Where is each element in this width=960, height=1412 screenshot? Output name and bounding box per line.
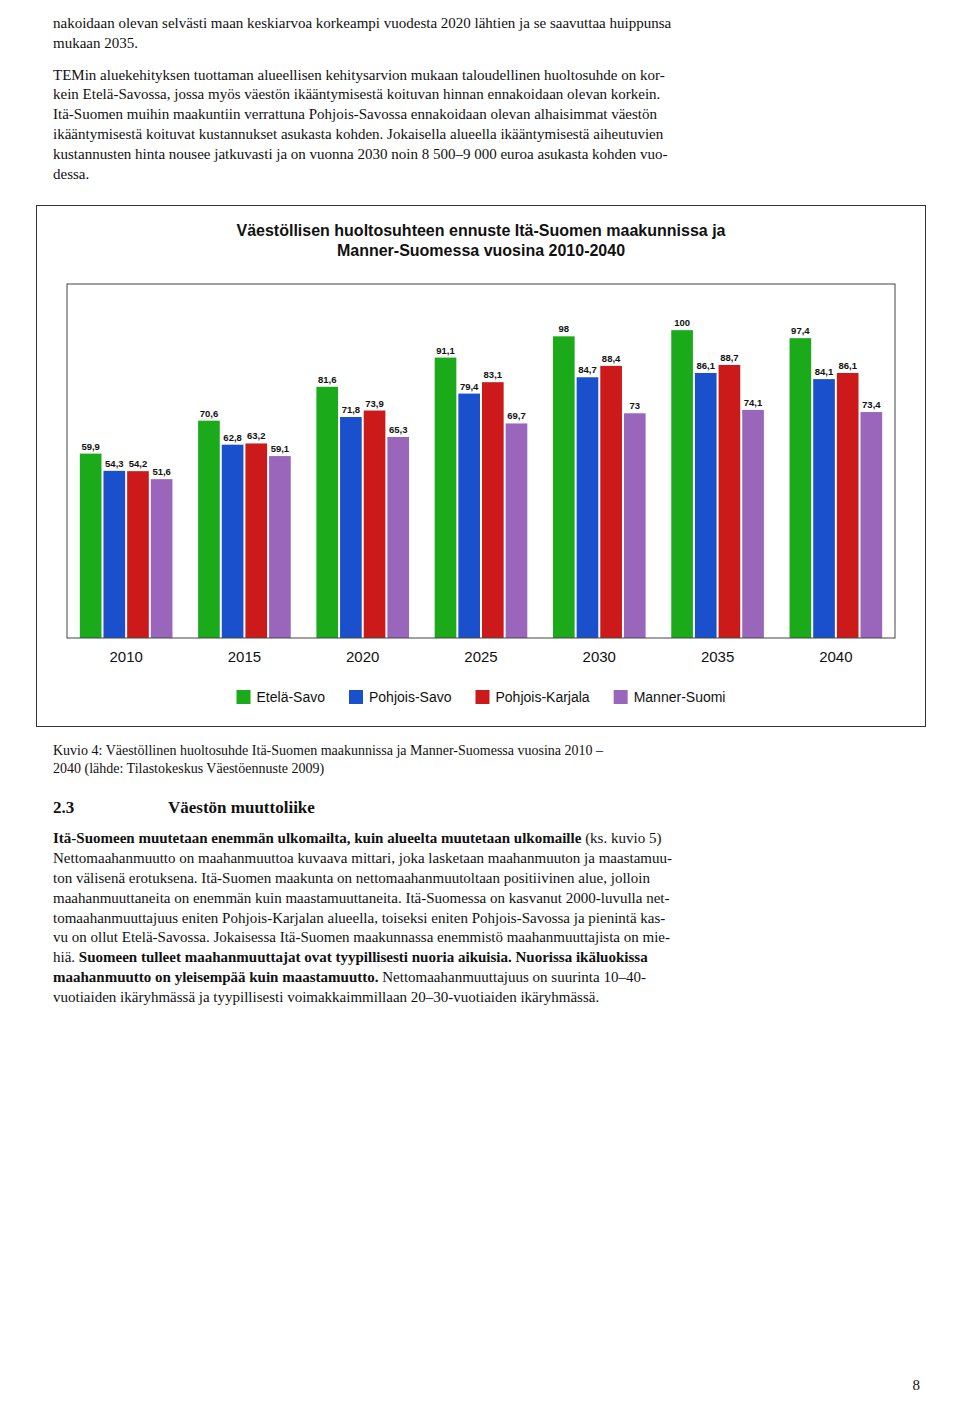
top-text: nakoidaan olevan selvästi maan keskiarvo… [53,14,930,196]
data-label: 71,8 [342,404,361,415]
page-number: 8 [913,1377,921,1394]
chart: Väestöllisen huoltosuhteen ennuste Itä-S… [37,206,925,726]
section-number: 2.3 [53,797,168,819]
x-tick-label: 2010 [109,648,142,665]
data-label: 69,7 [507,410,526,421]
page: {"chart_data": {"type": "bar", "title": … [0,0,960,1412]
legend-swatch [475,690,489,704]
data-label: 88,4 [602,353,621,364]
bar [695,373,717,638]
bar [861,412,883,638]
legend: Etelä-Savo Pohjois-Savo Pohjois-Karjala Man… [237,689,726,705]
bar [80,454,102,638]
bar [577,377,599,638]
bar [837,373,859,638]
bar [222,445,244,638]
x-tick-label: 2035 [701,648,734,665]
chart-title-line: Manner-Suomessa vuosina 2010-2040 [337,242,625,259]
x-tick-label: 2020 [346,648,379,665]
bottom-text: Kuvio 4: Väestöllinen huoltosuhde Itä-Su… [53,742,930,1008]
bar [624,413,646,638]
data-label: 63,2 [247,430,266,441]
data-label: 59,1 [271,443,290,454]
legend-swatch [237,690,251,704]
bar [103,471,125,638]
x-tick-label: 2040 [819,648,852,665]
legend-label: Manner-Suomi [634,689,726,705]
legend-label: Pohjois-Savo [369,689,452,705]
data-label: 73 [629,400,640,411]
caption: Kuvio 4: Väestöllinen huoltosuhde Itä-Su… [53,742,930,779]
bar [151,479,173,638]
data-label: 73,4 [862,399,881,410]
bar [435,358,457,638]
data-label: 84,7 [578,364,597,375]
bar [506,423,528,638]
data-label: 100 [674,317,690,328]
legend-item: Pohjois-Karjala [475,689,589,705]
bar [671,330,693,638]
data-label: 59,9 [81,441,100,452]
legend-item: Pohjois-Savo [349,689,452,705]
section-title: Väestön muuttoliike [168,798,315,817]
bar [127,471,149,638]
bar [340,417,362,638]
bar [458,394,480,638]
data-label: 88,7 [720,352,739,363]
section-body: Itä-Suomeen muutetaan enemmän ulkomailta… [53,829,930,1007]
paragraph: nakoidaan olevan selvästi maan keskiarvo… [53,14,930,54]
bar [742,410,764,638]
bar [245,443,267,638]
legend-item: Etelä-Savo [237,689,326,705]
data-label: 86,1 [838,360,857,371]
legend-swatch [614,690,628,704]
data-label: 79,4 [460,381,479,392]
body-bold: Itä-Suomeen muutetaan enemmän ulkomailta… [53,830,581,846]
paragraph: TEMin aluekehityksen tuottaman alueellis… [53,66,930,185]
data-label: 62,8 [223,432,242,443]
data-label: 70,6 [200,408,219,419]
bar [269,456,291,638]
data-label: 54,3 [105,458,124,469]
bar [198,421,220,638]
plot-frame [67,284,895,638]
bars [80,330,882,638]
data-label: 84,1 [815,366,834,377]
data-label: 74,1 [744,397,763,408]
bar [813,379,835,638]
bar [364,411,386,638]
x-tick-label: 2015 [228,648,261,665]
data-label: 97,4 [791,325,810,336]
data-label: 65,3 [389,424,408,435]
bar [719,365,741,638]
data-label: 81,6 [318,374,337,385]
legend-swatch [349,690,363,704]
legend-label: Etelä-Savo [257,689,326,705]
bar [482,382,504,638]
bar [600,366,622,638]
chart-title-line: Väestöllisen huoltosuhteen ennuste Itä-S… [237,222,726,239]
data-label: 73,9 [365,398,384,409]
body-text: (ks. kuvio 5) Nettomaahanmuutto on maaha… [53,830,672,965]
bar [387,437,409,638]
data-label: 83,1 [484,369,503,380]
bar [316,387,338,638]
chart-title: Väestöllisen huoltosuhteen ennuste Itä-S… [237,222,726,259]
x-tick-label: 2025 [464,648,497,665]
legend-label: Pohjois-Karjala [495,689,589,705]
data-label: 51,6 [152,466,171,477]
bar [553,336,575,638]
data-label: 54,2 [129,458,148,469]
chart-box: Väestöllisen huoltosuhteen ennuste Itä-S… [36,205,926,727]
data-label: 91,1 [436,345,455,356]
section-heading: 2.3Väestön muuttoliike [53,797,930,819]
bar [790,338,812,638]
x-tick-label: 2030 [583,648,616,665]
data-label: 86,1 [696,360,715,371]
data-label: 98 [559,323,570,334]
legend-item: Manner-Suomi [614,689,726,705]
